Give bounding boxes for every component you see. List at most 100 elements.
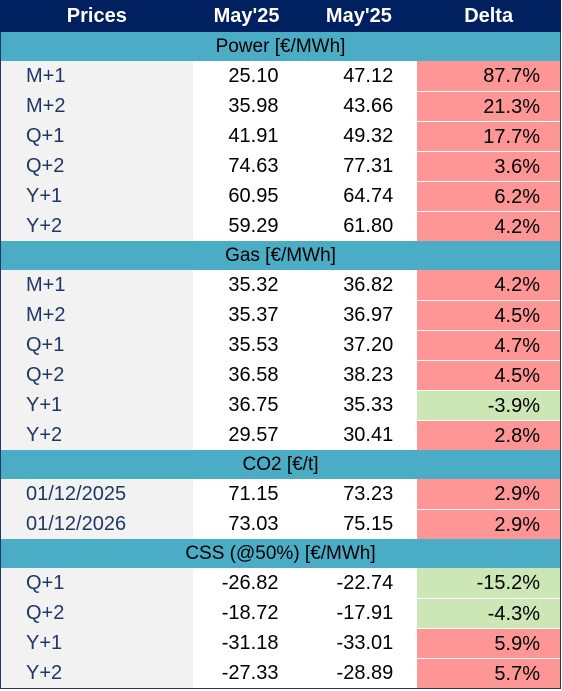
row-value-1: 41.91	[228, 125, 279, 147]
row-delta: 4.5%	[417, 300, 560, 330]
table-row: Q+2 36.58 38.23 4.5%	[1, 360, 560, 390]
section-title: Gas [€/MWh]	[0, 241, 561, 270]
row-delta: -3.9%	[417, 390, 560, 420]
row-value-2: -33.01	[336, 632, 394, 654]
row-delta: 4.2%	[417, 211, 560, 241]
row-value-1: 35.53	[228, 334, 279, 356]
row-delta: 17.7%	[417, 121, 560, 151]
section-rows: Q+1 -26.82 -22.74 -15.2% Q+2 -18.72 -17.91 -4.3…	[0, 568, 561, 688]
table-row: Q+2 -18.72 -17.91 -4.3%	[1, 598, 560, 628]
row-delta: 4.2%	[417, 270, 560, 300]
row-value-2: 61.80	[343, 215, 394, 237]
row-value-2: 49.32	[343, 125, 394, 147]
row-value-2: 35.33	[343, 394, 394, 416]
row-label: Y+1	[1, 181, 193, 211]
row-label: Q+1	[1, 121, 193, 151]
header-delta: Delta	[464, 4, 514, 27]
row-label: Y+1	[1, 390, 193, 420]
section-title: Power [€/MWh]	[0, 32, 561, 61]
table-row: Y+1 36.75 35.33 -3.9%	[1, 390, 560, 420]
table-row: M+1 35.32 36.82 4.2%	[1, 270, 560, 300]
row-value-2: 36.82	[343, 274, 394, 296]
row-delta: 6.2%	[417, 181, 560, 211]
row-delta: 5.9%	[417, 628, 560, 658]
row-delta: 2.8%	[417, 420, 560, 450]
row-value-1: 73.03	[228, 513, 279, 535]
row-value-1: 35.98	[228, 95, 279, 117]
table-row: Q+1 -26.82 -22.74 -15.2%	[1, 568, 560, 598]
row-delta: 3.6%	[417, 151, 560, 181]
row-value-1: -27.33	[221, 662, 279, 684]
table-bottom-border	[0, 688, 561, 689]
row-label: M+1	[1, 61, 193, 91]
table-row: Y+2 -27.33 -28.89 5.7%	[1, 658, 560, 688]
header-col1: May'25	[213, 4, 280, 27]
row-value-2: 43.66	[343, 95, 394, 117]
row-value-2: 30.41	[343, 424, 394, 446]
row-value-2: 47.12	[343, 65, 394, 87]
row-label: Q+1	[1, 330, 193, 360]
table-row: Y+2 59.29 61.80 4.2%	[1, 211, 560, 241]
row-label: Q+2	[1, 598, 193, 628]
row-label: Y+2	[1, 420, 193, 450]
row-value-2: -22.74	[336, 572, 394, 594]
table-row: M+2 35.37 36.97 4.5%	[1, 300, 560, 330]
table-body: Power [€/MWh] M+1 25.10 47.12 87.7% M+2 35.98 4…	[0, 32, 561, 688]
row-label: Q+2	[1, 151, 193, 181]
section-rows: M+1 25.10 47.12 87.7% M+2 35.98 43.66 21.3% Q+1 4…	[0, 61, 561, 241]
row-label: 01/12/2025	[1, 479, 193, 509]
row-label: M+1	[1, 270, 193, 300]
row-value-2: 77.31	[343, 155, 394, 177]
row-delta: 2.9%	[417, 509, 560, 539]
section-title: CO2 [€/t]	[0, 450, 561, 479]
section-rows: M+1 35.32 36.82 4.2% M+2 35.37 36.97 4.5% Q+1 35.…	[0, 270, 561, 450]
row-label: M+2	[1, 91, 193, 121]
row-value-1: 71.15	[228, 483, 279, 505]
row-label: 01/12/2026	[1, 509, 193, 539]
table-row: 01/12/2026 73.03 75.15 2.9%	[1, 509, 560, 539]
table-row: Y+2 29.57 30.41 2.8%	[1, 420, 560, 450]
header-col2: May'25	[325, 4, 392, 27]
table-row: Q+1 35.53 37.20 4.7%	[1, 330, 560, 360]
row-value-1: -26.82	[221, 572, 279, 594]
table-header: Prices May'25 May'25 Delta	[0, 0, 561, 32]
table-row: M+2 35.98 43.66 21.3%	[1, 91, 560, 121]
row-value-1: 35.37	[228, 304, 279, 326]
row-value-2: 38.23	[343, 364, 394, 386]
header-prices: Prices	[66, 4, 127, 27]
row-value-1: 59.29	[228, 215, 279, 237]
row-label: Q+1	[1, 568, 193, 598]
row-label: Y+2	[1, 658, 193, 688]
row-value-2: 64.74	[343, 185, 394, 207]
row-delta: 21.3%	[417, 91, 560, 121]
row-value-1: 29.57	[228, 424, 279, 446]
row-delta: -4.3%	[417, 598, 560, 628]
row-value-1: 36.58	[228, 364, 279, 386]
row-label: Y+2	[1, 211, 193, 241]
row-value-2: 75.15	[343, 513, 394, 535]
row-delta: 4.7%	[417, 330, 560, 360]
table-row: 01/12/2025 71.15 73.23 2.9%	[1, 479, 560, 509]
table-row: M+1 25.10 47.12 87.7%	[1, 61, 560, 91]
table-row: Y+1 60.95 64.74 6.2%	[1, 181, 560, 211]
row-value-2: 73.23	[343, 483, 394, 505]
table-row: Q+1 41.91 49.32 17.7%	[1, 121, 560, 151]
row-value-1: -31.18	[221, 632, 279, 654]
row-value-1: 60.95	[228, 185, 279, 207]
table-row: Q+2 74.63 77.31 3.6%	[1, 151, 560, 181]
section-rows: 01/12/2025 71.15 73.23 2.9% 01/12/2026 73.03 7…	[0, 479, 561, 539]
row-label: Q+2	[1, 360, 193, 390]
row-delta: -15.2%	[417, 568, 560, 598]
row-value-2: 37.20	[343, 334, 394, 356]
row-value-2: -28.89	[336, 662, 394, 684]
row-label: Y+1	[1, 628, 193, 658]
row-delta: 87.7%	[417, 61, 560, 91]
row-value-1: 74.63	[228, 155, 279, 177]
row-delta: 5.7%	[417, 658, 560, 688]
table-row: Y+1 -31.18 -33.01 5.9%	[1, 628, 560, 658]
row-value-1: 36.75	[228, 394, 279, 416]
row-value-2: 36.97	[343, 304, 394, 326]
section-title: CSS (@50%) [€/MWh]	[0, 539, 561, 568]
row-value-1: 25.10	[228, 65, 279, 87]
